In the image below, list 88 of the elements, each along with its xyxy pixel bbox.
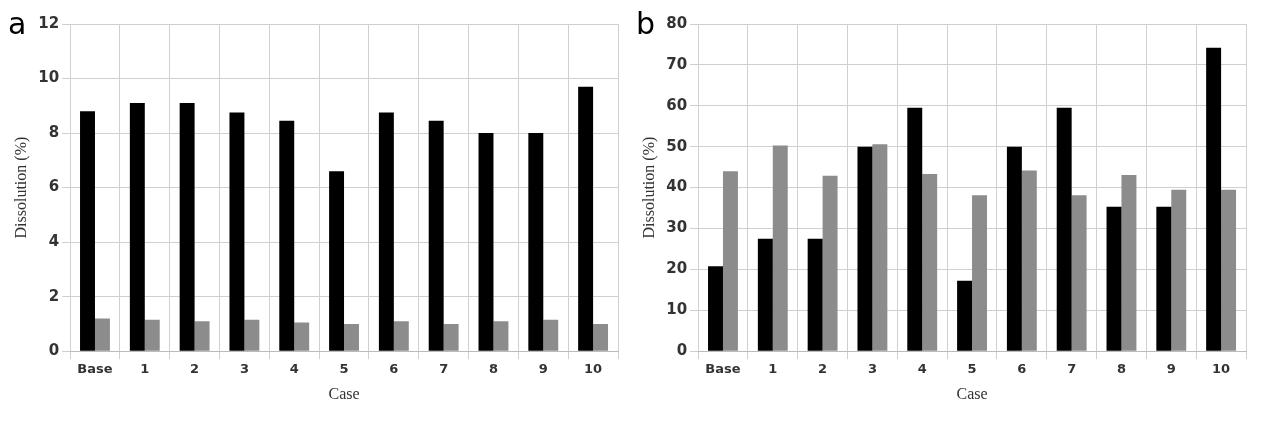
y-tick-label: 6 xyxy=(48,177,60,196)
x-tick-label: 8 xyxy=(488,361,498,377)
x-tick-label: 5 xyxy=(967,361,977,377)
bar xyxy=(329,171,345,351)
x-tick-label: 5 xyxy=(339,361,349,377)
y-tick-label: 30 xyxy=(666,218,688,237)
bar xyxy=(807,238,823,351)
bar xyxy=(1171,189,1187,351)
y-tick-label: 8 xyxy=(48,122,60,141)
y-tick-label: 60 xyxy=(666,95,688,114)
x-tick-label: Base xyxy=(77,361,113,377)
x-tick-label: 8 xyxy=(1116,361,1126,377)
chart-title: a xyxy=(8,5,27,41)
x-tick-label: 10 xyxy=(1212,361,1231,377)
x-axis-title: Case xyxy=(328,384,360,402)
bar xyxy=(443,323,459,351)
y-tick-label: 4 xyxy=(48,232,60,251)
chart-title: b xyxy=(636,5,656,41)
bar xyxy=(244,319,260,351)
bar xyxy=(1106,206,1122,351)
y-tick-label: 70 xyxy=(666,54,688,73)
bar xyxy=(1021,170,1037,351)
y-tick-label: 2 xyxy=(48,286,60,305)
bar xyxy=(279,120,295,351)
x-tick-label: 4 xyxy=(289,361,299,377)
x-tick-label: 3 xyxy=(239,361,249,377)
bar xyxy=(972,195,987,351)
x-tick-label: 6 xyxy=(1017,361,1027,377)
bar xyxy=(1206,47,1222,351)
bar xyxy=(528,133,544,351)
bar xyxy=(593,323,609,351)
bar xyxy=(857,146,873,351)
bar xyxy=(179,103,195,351)
bar xyxy=(772,145,788,351)
x-tick-label: 3 xyxy=(867,361,877,377)
y-tick-label: 0 xyxy=(48,341,60,360)
x-tick-label: 4 xyxy=(917,361,927,377)
y-tick-label: 50 xyxy=(666,136,688,155)
y-tick-label: 10 xyxy=(666,300,688,319)
x-tick-label: 10 xyxy=(584,361,603,377)
bar xyxy=(922,174,938,351)
bar xyxy=(1221,189,1237,351)
x-tick-label: 6 xyxy=(389,361,399,377)
x-tick-label: 9 xyxy=(538,361,548,377)
x-tick-label: 1 xyxy=(768,361,778,377)
x-tick-label: 7 xyxy=(439,361,449,377)
bar xyxy=(1006,146,1022,351)
bar xyxy=(757,238,773,351)
bar xyxy=(94,318,110,351)
x-tick-label: 1 xyxy=(140,361,150,377)
bar xyxy=(493,321,509,351)
bar xyxy=(1071,195,1087,351)
bar xyxy=(294,322,310,351)
bar xyxy=(428,120,444,351)
bar xyxy=(543,319,559,351)
x-tick-label: 7 xyxy=(1067,361,1077,377)
bar xyxy=(1056,107,1072,351)
x-axis-title: Case xyxy=(956,384,988,402)
bar xyxy=(578,86,594,351)
y-tick-label: 40 xyxy=(666,177,688,196)
y-tick-label: 12 xyxy=(38,13,60,32)
y-axis-title: Dissolution (%) xyxy=(11,136,30,239)
bar xyxy=(822,175,838,351)
bar xyxy=(80,111,95,351)
x-tick-label: 9 xyxy=(1166,361,1176,377)
bar xyxy=(378,112,394,351)
bar xyxy=(1156,206,1172,351)
y-tick-label: 10 xyxy=(38,68,60,87)
x-tick-label: 2 xyxy=(818,361,828,377)
bar xyxy=(129,103,145,351)
bar xyxy=(1121,174,1137,351)
bar xyxy=(872,144,888,351)
y-tick-label: 0 xyxy=(676,341,688,360)
bar xyxy=(478,133,494,351)
bar xyxy=(344,323,359,351)
x-tick-label: Base xyxy=(705,361,741,377)
y-tick-label: 20 xyxy=(666,259,688,278)
x-tick-label: 2 xyxy=(190,361,200,377)
bar xyxy=(229,112,245,351)
bar xyxy=(144,319,160,351)
bar xyxy=(907,107,923,351)
bar xyxy=(194,321,210,351)
bar xyxy=(722,171,738,351)
y-tick-label: 80 xyxy=(666,13,688,32)
bar xyxy=(957,280,973,351)
bar xyxy=(708,266,723,351)
y-axis-title: Dissolution (%) xyxy=(639,136,658,239)
bar xyxy=(393,321,409,351)
